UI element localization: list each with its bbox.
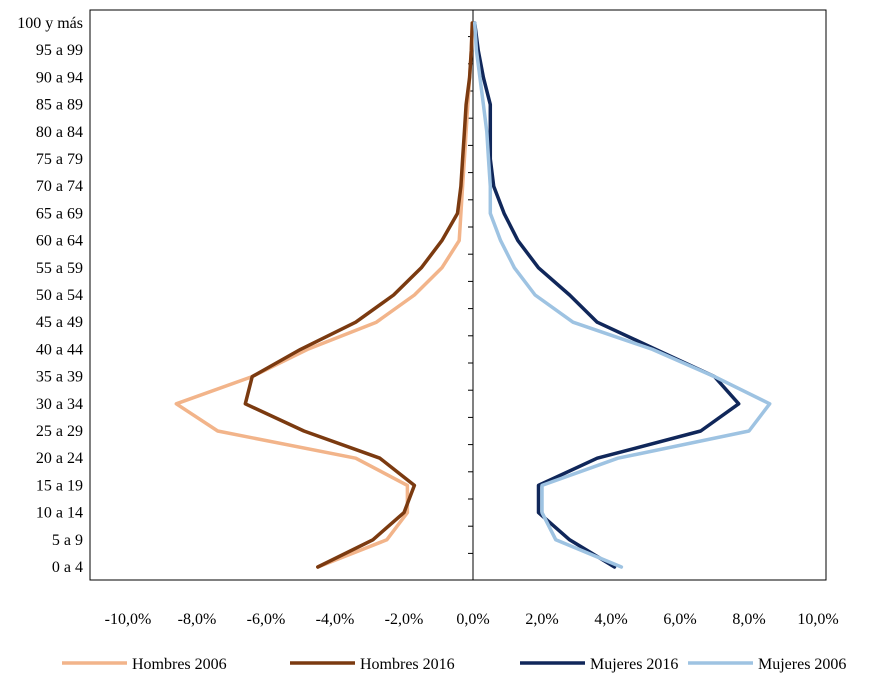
series-line-1 (243, 21, 475, 569)
y-axis-labels: 0 a 4 5 a 9 10 a 14 15 a 19 20 a 24 25 a 29 30… (17, 15, 83, 576)
y-tick-label: 60 a 64 (36, 233, 83, 250)
x-tick-label: 6,0% (663, 611, 696, 628)
y-tick-label: 50 a 54 (36, 287, 83, 304)
y-tick-label: 45 a 49 (36, 314, 83, 331)
y-tick-label: 30 a 34 (36, 396, 83, 413)
y-tick-label: 5 a 9 (52, 532, 83, 549)
x-tick-label: 8,0% (732, 611, 765, 628)
y-tick-label: 65 a 69 (36, 205, 83, 222)
legend: Hombres 2006 Hombres 2016 Mujeres 2016 Muje… (62, 656, 846, 673)
y-tick-label: 20 a 24 (36, 450, 83, 467)
x-axis-labels: -10,0% -8,0% -6,0% -4,0% -2,0% 0,0% 2,0% 4,0% 6,… (105, 611, 839, 628)
y-tick-label: 0 a 4 (52, 559, 83, 576)
x-tick-label: -10,0% (105, 611, 152, 628)
series-line-3 (472, 21, 772, 569)
y-tick-label: 40 a 44 (36, 341, 83, 358)
y-tick-label: 55 a 59 (36, 260, 83, 277)
legend-label-0: Hombres 2006 (132, 656, 227, 673)
y-tick-label: 80 a 84 (36, 124, 83, 141)
y-tick-label: 95 a 99 (36, 42, 83, 59)
series-line-0 (174, 21, 475, 569)
legend-label-1: Hombres 2016 (360, 656, 455, 673)
y-tick-label: 100 y más (17, 15, 83, 32)
y-tick-label: 85 a 89 (36, 97, 83, 114)
plot-area-border (89, 9, 827, 581)
x-tick-label: -4,0% (316, 611, 355, 628)
x-tick-label: -6,0% (247, 611, 286, 628)
x-tick-label: 4,0% (594, 611, 627, 628)
y-tick-label: 90 a 94 (36, 69, 83, 86)
y-tick-label: 25 a 29 (36, 423, 83, 440)
x-tick-label: -2,0% (385, 611, 424, 628)
series-lines (174, 21, 772, 569)
y-axis-ticks (468, 36, 473, 554)
y-tick-label: 75 a 79 (36, 151, 83, 168)
x-tick-label: 10,0% (797, 611, 838, 628)
x-tick-label: 0,0% (456, 611, 489, 628)
y-tick-label: 15 a 19 (36, 477, 83, 494)
y-tick-label: 70 a 74 (36, 178, 83, 195)
x-tick-label: 2,0% (525, 611, 558, 628)
series-line-2 (472, 21, 741, 569)
legend-label-2: Mujeres 2016 (590, 656, 678, 673)
y-tick-label: 10 a 14 (36, 505, 83, 522)
legend-label-3: Mujeres 2006 (758, 656, 846, 673)
x-tick-label: -8,0% (178, 611, 217, 628)
y-tick-label: 35 a 39 (36, 369, 83, 386)
